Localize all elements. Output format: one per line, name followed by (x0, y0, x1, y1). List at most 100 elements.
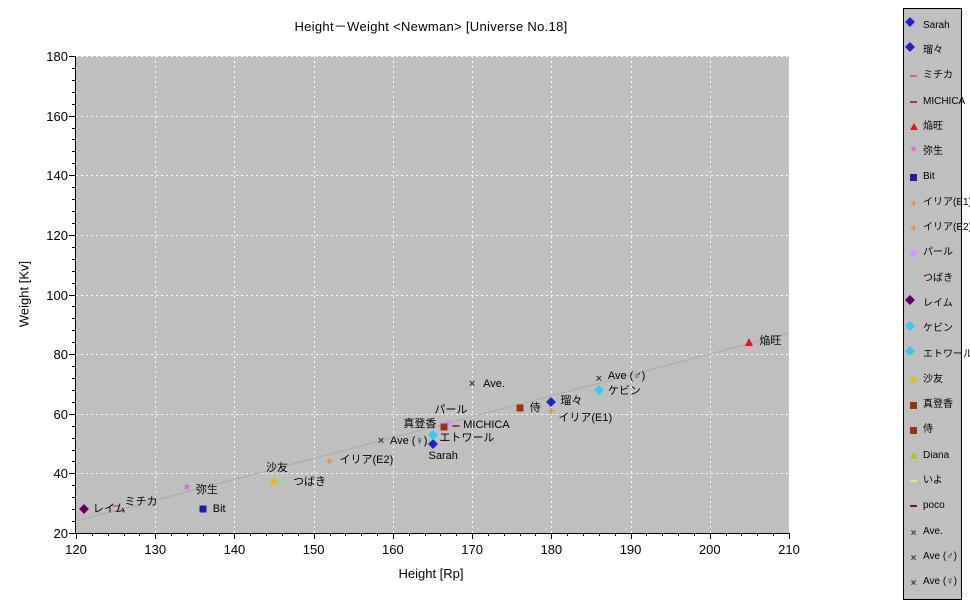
x-axis-minor-tick (408, 533, 410, 536)
y-axis-minor-tick (72, 103, 75, 105)
y-axis-minor-tick (72, 211, 75, 213)
x-axis-minor-tick (297, 533, 299, 536)
yayoi-asterisk-marker-icon: * (911, 143, 917, 161)
x-tick-label: 150 (302, 542, 325, 557)
gridline-horizontal (76, 56, 789, 57)
gridline-vertical (155, 56, 157, 533)
x-axis-major-tick (551, 533, 553, 539)
y-axis-minor-tick (72, 270, 75, 272)
y-axis-major-tick (69, 354, 75, 356)
x-axis-minor-tick (266, 533, 268, 536)
legend-item-michica: MICHICA (908, 92, 965, 112)
y-axis-major-tick (69, 115, 75, 117)
x-glyph: × (910, 527, 917, 539)
x-axis-minor-tick (598, 533, 600, 536)
pearl-circle-marker-icon (910, 249, 917, 257)
diana-triangle-marker-icon (909, 452, 918, 460)
etoile-diamond-marker-icon (427, 429, 438, 440)
legend-item-kevin: ケビン (905, 319, 961, 339)
sarah-diamond-marker-icon (905, 17, 915, 28)
x-axis-minor-tick (646, 533, 648, 536)
gridline-vertical (789, 56, 790, 533)
legend-marker-ruru (905, 42, 919, 54)
legend-marker-ave: × (908, 523, 919, 541)
ave-female-x-marker-icon: × (911, 573, 917, 591)
x-axis-minor-tick (725, 533, 727, 536)
y-axis-major-tick (69, 533, 75, 534)
legend-label-ruru: 瑠々 (923, 44, 943, 56)
data-label-sayu: 沙友 (266, 462, 289, 475)
y-axis-minor-tick (72, 79, 75, 81)
y-axis-minor-tick (72, 151, 75, 153)
y-tick-label: 160 (46, 108, 68, 124)
x-axis-major-tick (630, 533, 632, 539)
x-axis-minor-tick (693, 533, 695, 536)
legend-marker-michica (908, 100, 919, 103)
samurai-square-marker-icon (910, 426, 917, 434)
legend-marker-enou (908, 123, 919, 131)
legend-label-iria-e2: イリア(E2) (923, 222, 970, 234)
gridline-vertical (313, 56, 315, 533)
y-axis-minor-tick (72, 389, 75, 391)
gridline-horizontal (76, 234, 789, 236)
y-axis-minor-tick (72, 366, 75, 368)
legend-item-sayu: 沙友 (908, 370, 961, 390)
y-axis-minor-tick (72, 306, 75, 308)
gridline-horizontal (76, 175, 789, 177)
asterisk-glyph: * (910, 144, 917, 161)
y-tick-label: 100 (46, 287, 68, 303)
etoile-diamond-marker-icon (905, 346, 915, 356)
legend-item-ave: × Ave. (908, 522, 961, 542)
legend-marker-iyo (908, 479, 919, 482)
x-tick-label: 130 (144, 542, 167, 557)
data-label-sarah: Sarah (428, 449, 458, 462)
x-axis-minor-tick (662, 533, 664, 536)
iria-e1-plus-marker-icon: + (910, 194, 916, 212)
y-tick-label: 120 (46, 227, 68, 243)
michika-dash-marker-icon (910, 75, 917, 78)
ave-x-marker-icon: × (911, 523, 917, 541)
samurai-square-marker-icon (516, 404, 524, 412)
y-axis-major-tick (69, 234, 75, 236)
plus-glyph: + (910, 197, 917, 210)
x-axis-major-tick (155, 533, 157, 539)
enou-triangle-marker-icon (909, 123, 918, 131)
legend-marker-kevin (905, 320, 919, 333)
legend-item-michika: ミチカ (908, 66, 961, 86)
iyo-dash-marker-icon (910, 479, 917, 482)
x-glyph: × (910, 578, 917, 590)
legend-label-enou: 焔旺 (923, 120, 943, 132)
iria-e2-plus-marker-icon: + (910, 219, 916, 237)
michica-dash-marker-icon (910, 100, 917, 103)
data-label-ave-female: Ave (♀) (390, 434, 428, 447)
legend-marker-sayu (908, 376, 919, 384)
michica-dash-marker-icon (452, 424, 460, 427)
legend-label-pearl: パール (923, 247, 953, 259)
x-tick-label: 160 (382, 542, 404, 557)
y-axis-minor-tick (72, 246, 75, 248)
sayu-circle-marker-icon (270, 478, 278, 486)
data-label-yayoi: 弥生 (195, 484, 218, 497)
legend-marker-ave-female: × (908, 573, 919, 591)
legend-label-iria-e1: イリア(E1) (923, 196, 970, 208)
y-axis-minor-tick (72, 461, 75, 463)
legend-label-iyo: いよ (923, 474, 943, 486)
x-axis-minor-tick (377, 533, 379, 536)
y-axis-minor-tick (72, 139, 75, 141)
data-label-pearl: パール (434, 403, 468, 416)
y-tick-label: 80 (53, 347, 68, 363)
legend-label-sayu: 沙友 (923, 373, 943, 385)
matoka-square-marker-icon (910, 401, 917, 409)
legend-item-enou: 焔旺 (908, 117, 961, 137)
legend-label-ave: Ave. (923, 525, 943, 537)
x-tick-label: 170 (461, 542, 483, 557)
legend-label-samurai: 侍 (923, 424, 933, 436)
pearl-circle-marker-icon (444, 419, 452, 427)
x-axis-major-tick (234, 533, 236, 539)
y-axis-minor-tick (72, 187, 75, 189)
x-axis-minor-tick (281, 533, 283, 536)
legend-marker-bit (908, 173, 919, 181)
y-axis-minor-tick (72, 199, 75, 201)
y-axis-minor-tick (72, 222, 75, 224)
